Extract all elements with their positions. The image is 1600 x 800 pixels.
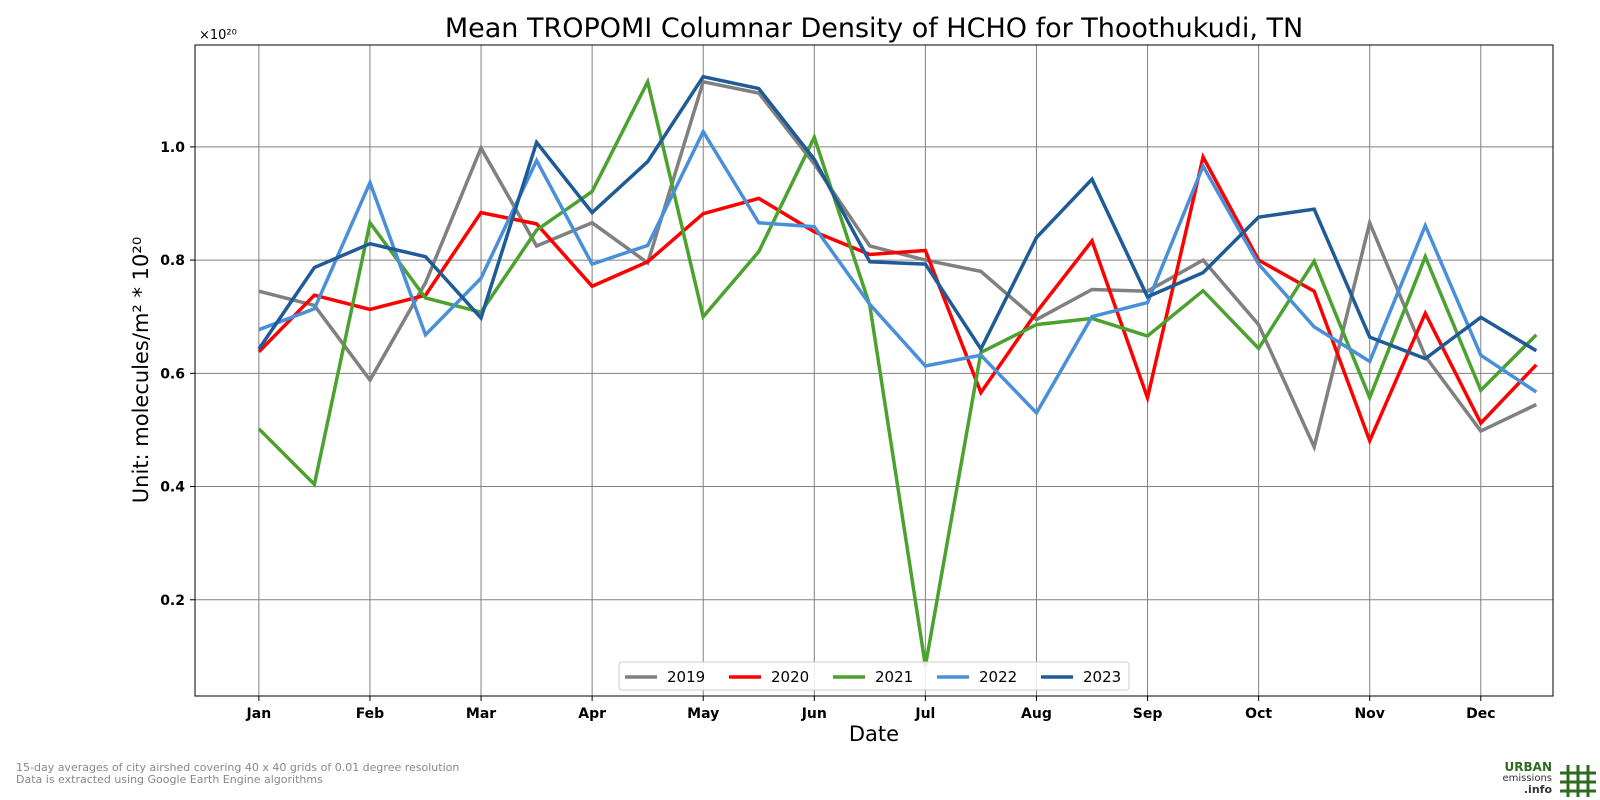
- legend-label-2020: 2020: [771, 668, 809, 686]
- y-multiplier: ×10²⁰: [199, 28, 237, 43]
- x-tick-label: Aug: [1021, 706, 1052, 722]
- plot-frame: [194, 44, 1554, 697]
- legend-label-2023: 2023: [1083, 668, 1121, 686]
- x-tick-label: Mar: [466, 706, 496, 722]
- x-tick-label: Oct: [1245, 706, 1272, 722]
- legend-label-2021: 2021: [875, 668, 913, 686]
- x-tick-label: Apr: [578, 706, 606, 722]
- x-ticks: Jan Feb Mar Apr May Jun Jul Aug Sep Oct Nov Dec: [246, 696, 1496, 722]
- x-tick-label: Nov: [1354, 706, 1384, 722]
- x-tick-label: May: [687, 706, 719, 722]
- y-axis-label: Unit: molecules/m² * 10²⁰: [129, 237, 153, 503]
- y-tick-label: 0.2: [160, 593, 185, 609]
- y-tick-label: 0.6: [160, 366, 185, 382]
- x-tick-label: Jun: [801, 706, 827, 722]
- y-tick-label: 0.4: [160, 480, 185, 496]
- x-tick-label: Dec: [1466, 706, 1495, 722]
- x-tick-label: Sep: [1133, 706, 1163, 722]
- urban-emissions-logo: URBAN emissions .info: [1495, 760, 1600, 800]
- legend: 2019 2020 2021 2022 2023: [618, 661, 1130, 691]
- y-tick-label: 0.8: [160, 253, 185, 269]
- legend-label-2019: 2019: [667, 668, 705, 686]
- series-line-2020: [257, 152, 1538, 446]
- x-tick-label: Feb: [356, 706, 385, 722]
- grid-logo-icon: [1560, 765, 1596, 797]
- logo-line-2: emissions: [1502, 773, 1552, 784]
- logo-line-3: .info: [1523, 783, 1552, 796]
- y-ticks: 0.2 0.4 0.6 0.8 1.0: [160, 140, 195, 609]
- x-tick-label: Jan: [246, 706, 272, 722]
- x-tick-label: Jul: [914, 706, 935, 722]
- footnote-line-2: Data is extracted using Google Earth Eng…: [16, 773, 323, 786]
- footnote: 15-day averages of city airshed covering…: [16, 762, 459, 786]
- legend-label-2022: 2022: [979, 668, 1017, 686]
- x-axis-label: Date: [849, 722, 899, 746]
- series-lines: [257, 74, 1538, 667]
- chart-title: Mean TROPOMI Columnar Density of HCHO fo…: [445, 13, 1303, 44]
- legend-box: [618, 661, 1130, 691]
- series-line-2023: [257, 74, 1538, 361]
- grid: [195, 45, 1553, 696]
- logo-line-1: URBAN: [1504, 760, 1552, 774]
- series-line-2022: [258, 127, 1538, 416]
- y-tick-label: 1.0: [160, 140, 185, 156]
- footnote-line-1: 15-day averages of city airshed covering…: [16, 761, 460, 774]
